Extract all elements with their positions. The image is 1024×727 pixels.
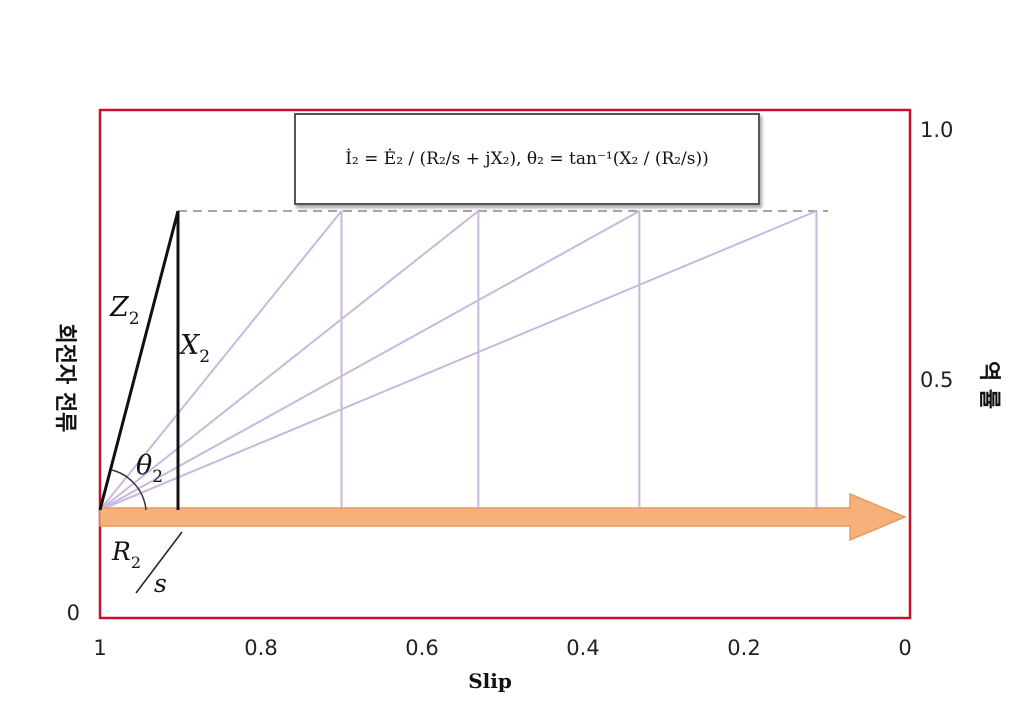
impedance-fan <box>99 210 818 511</box>
fan-diagonal <box>99 210 817 511</box>
z2-label: Z2 <box>109 292 140 329</box>
r2-label: R2 <box>111 537 141 572</box>
x-tick-label: 0 <box>898 636 911 660</box>
x-axis-ticks: 1 0.8 0.6 0.4 0.2 0 <box>93 636 911 660</box>
formula-box: İ₂ = Ė₂ / (R₂/s + jX₂), θ₂ = tan⁻¹(X₂ / … <box>294 113 760 205</box>
right-tick-label: 0.5 <box>920 368 953 392</box>
right-axis-title: 역 률 <box>976 361 1001 409</box>
right-axis-ticks: 1.0 0.5 <box>920 118 953 392</box>
x-tick-label: 0.4 <box>566 636 599 660</box>
x-tick-label: 0.2 <box>727 636 760 660</box>
slip-arrow <box>99 492 907 542</box>
left-axis-ticks: 0 <box>67 601 80 625</box>
plot-frame <box>98 108 912 620</box>
x2-label: X2 <box>178 330 210 367</box>
x-tick-label: 0.6 <box>405 636 438 660</box>
left-tick-label: 0 <box>67 601 80 625</box>
theta-arc <box>111 469 147 511</box>
s-label: s <box>154 569 167 598</box>
fan-diagonal <box>99 210 343 511</box>
x-tick-label: 1 <box>93 636 106 660</box>
z2-hypotenuse <box>98 210 180 511</box>
right-tick-label: 1.0 <box>920 118 953 142</box>
x-tick-label: 0.8 <box>244 636 277 660</box>
fan-diagonal <box>99 210 479 511</box>
formula-text: İ₂ = Ė₂ / (R₂/s + jX₂), θ₂ = tan⁻¹(X₂ / … <box>345 149 709 169</box>
theta-label: θ2 <box>136 450 163 487</box>
fraction-slash <box>135 531 183 594</box>
fan-diagonal <box>99 210 640 511</box>
x-axis-title: Slip <box>468 669 512 693</box>
left-axis-title: 회전자 전류 <box>52 324 77 433</box>
